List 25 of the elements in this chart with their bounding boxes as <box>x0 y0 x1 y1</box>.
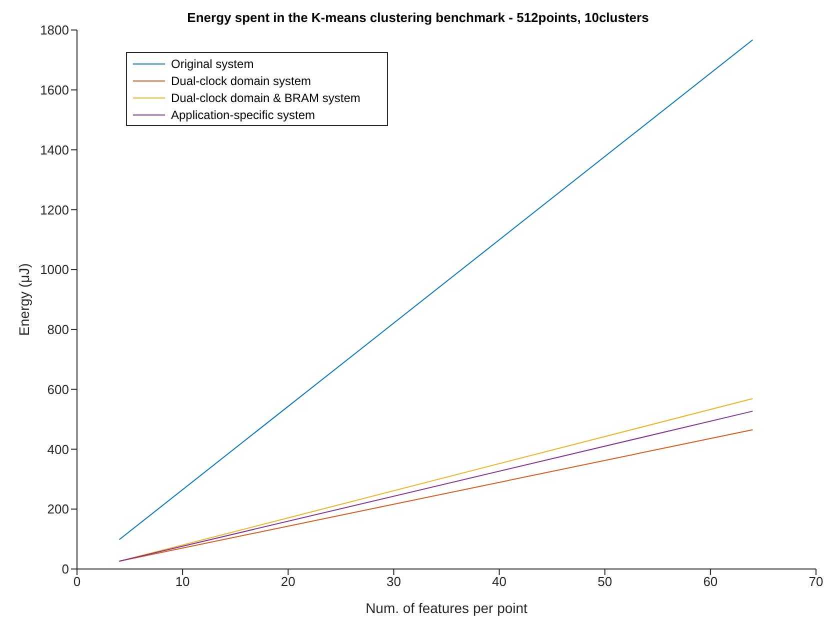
legend-label: Dual-clock domain & BRAM system <box>171 90 360 104</box>
legend-label: Application-specific system <box>171 108 316 122</box>
y-tick-label: 200 <box>47 502 69 517</box>
x-tick-label: 40 <box>492 574 507 590</box>
y-tick-label: 600 <box>47 382 69 397</box>
y-tick-label: 1200 <box>40 202 69 218</box>
x-tick-label: 0 <box>73 574 81 590</box>
y-tick-label: 400 <box>47 442 69 457</box>
y-axis-title: Energy (μJ) <box>16 263 32 336</box>
y-tick-label: 1600 <box>40 82 69 98</box>
x-tick-label: 60 <box>703 574 718 590</box>
y-tick-label: 800 <box>47 322 69 338</box>
x-tick-label: 50 <box>598 574 612 590</box>
x-tick-label: 70 <box>808 574 824 590</box>
y-tick-label: 0 <box>62 562 69 577</box>
y-tick-label: 1400 <box>40 142 69 158</box>
y-tick-label: 1800 <box>40 22 69 38</box>
y-tick-label: 1000 <box>40 262 69 278</box>
x-tick-label: 30 <box>386 574 401 590</box>
x-axis-title: Num. of features per point <box>366 600 528 616</box>
chart-title: Energy spent in the K-means clustering benchmark - 512points, 10clusters <box>187 10 649 25</box>
legend-label: Dual-clock domain system <box>171 74 312 88</box>
x-tick-label: 20 <box>280 574 296 590</box>
legend-label: Original system <box>171 56 254 70</box>
x-tick-label: 10 <box>175 574 190 590</box>
